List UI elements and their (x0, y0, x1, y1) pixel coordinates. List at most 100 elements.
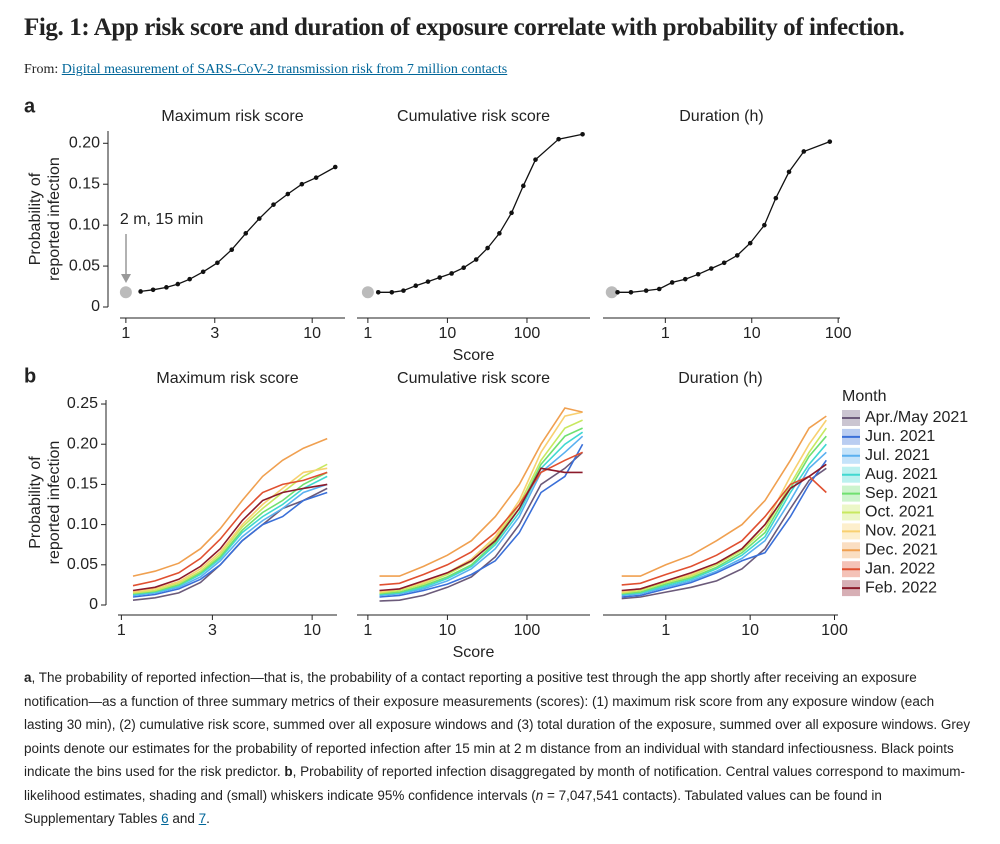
series-line (132, 471, 328, 587)
series-line (379, 427, 583, 595)
legend-label: Oct. 2021 (865, 504, 934, 521)
source-line: From: Digital measurement of SARS-CoV-2 … (24, 62, 507, 78)
data-point (734, 253, 740, 258)
table-link[interactable]: 6 (161, 811, 169, 826)
legend-label: Jan. 2022 (865, 560, 935, 577)
y-tick-label: 0 (89, 596, 98, 613)
data-point (449, 271, 454, 276)
data-point (299, 181, 305, 187)
caption-panel: b (284, 764, 293, 779)
legend-label: Jul. 2021 (865, 447, 930, 464)
y-tick-label: 0.15 (67, 476, 98, 493)
data-point (425, 279, 431, 284)
data-point (721, 260, 727, 266)
series-line (621, 463, 827, 592)
legend-label: Feb. 2022 (865, 579, 937, 596)
panel-title: Maximum risk score (156, 370, 298, 387)
data-point (187, 276, 192, 282)
y-tick-label: 0.05 (67, 556, 98, 573)
x-tick-label: 100 (825, 325, 852, 342)
series-line (132, 437, 328, 577)
series-line (378, 133, 583, 293)
x-tick-label: 100 (821, 622, 848, 639)
data-point (643, 288, 649, 293)
data-point (313, 175, 319, 180)
data-point (708, 266, 714, 271)
x-tick-label: 100 (514, 622, 541, 639)
caption-text: , Probability of reported infection disa… (24, 764, 965, 803)
data-point (485, 245, 490, 251)
x-axis-label: Score (453, 347, 495, 364)
legend-label: Dec. 2021 (865, 542, 938, 559)
series-line (621, 435, 827, 595)
x-tick-label: 3 (208, 622, 217, 639)
legend-label: Nov. 2021 (865, 523, 937, 540)
source-link[interactable]: Digital measurement of SARS-CoV-2 transm… (61, 62, 508, 77)
series-line (132, 483, 328, 597)
x-tick-label: 10 (439, 325, 457, 342)
data-point (401, 288, 406, 293)
data-point (271, 202, 276, 207)
figure-title: Fig. 1: App risk score and duration of e… (24, 14, 905, 41)
caption-panel: a (24, 670, 32, 685)
data-point (375, 289, 381, 295)
y-axis-label: Probability of (27, 456, 44, 549)
from-prefix: From: (24, 62, 59, 77)
y-tick-label: 0.10 (67, 516, 98, 533)
series-line (379, 451, 583, 586)
x-tick-label: 100 (514, 325, 541, 342)
x-tick-label: 10 (743, 325, 761, 342)
data-point (461, 265, 466, 271)
caption: a, The probability of reported infection… (24, 666, 974, 831)
reference-point (361, 286, 374, 299)
data-point (243, 231, 249, 236)
data-point (656, 286, 662, 292)
y-tick-label: 0.25 (67, 395, 98, 412)
panel-title: Duration (h) (679, 108, 763, 125)
y-tick-label: 0 (91, 298, 100, 315)
data-point (256, 216, 262, 221)
data-point (801, 149, 807, 154)
series-line (132, 463, 328, 594)
data-point (150, 287, 156, 293)
data-point (509, 210, 514, 216)
series-line (132, 483, 328, 592)
data-point (200, 269, 206, 275)
caption-text: . (206, 811, 210, 826)
data-point (389, 289, 395, 295)
y-tick-label: 0.15 (69, 175, 100, 192)
annotation: 2 m, 15 min (120, 211, 204, 228)
panel-title: Cumulative risk score (397, 108, 550, 125)
series-line (132, 467, 328, 593)
series-line (379, 419, 583, 594)
table-link[interactable]: 7 (198, 811, 207, 826)
caption-symbol: n (535, 787, 544, 803)
series-line (379, 411, 583, 593)
data-point (215, 260, 220, 266)
panel-title: Duration (h) (678, 370, 762, 387)
x-tick-label: 10 (439, 622, 457, 639)
series-line (621, 475, 827, 586)
caption-text: , The probability of reported infection—… (24, 670, 971, 779)
y-tick-label: 0.20 (69, 134, 100, 151)
x-tick-label: 1 (121, 325, 130, 342)
data-point (628, 289, 634, 295)
panel-label: b (24, 365, 36, 387)
x-tick-label: 10 (303, 622, 321, 639)
panel-title: Cumulative risk score (397, 370, 550, 387)
series-line (132, 471, 328, 595)
caption-text: and (168, 811, 199, 826)
series-line (379, 435, 584, 597)
annotation-arrowhead (121, 274, 131, 283)
series-line (621, 415, 827, 577)
data-point (827, 139, 833, 144)
data-point (615, 289, 620, 295)
series-line (140, 166, 336, 293)
data-point (580, 131, 585, 137)
series-line (379, 443, 584, 598)
series-line (379, 407, 583, 577)
data-point (669, 280, 675, 285)
data-point (497, 231, 502, 236)
data-point (175, 281, 181, 287)
